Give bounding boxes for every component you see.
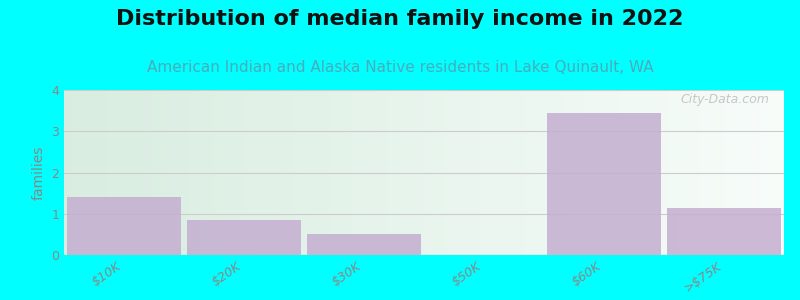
Bar [187, 220, 301, 255]
Y-axis label: families: families [31, 145, 46, 200]
Bar [307, 234, 421, 255]
Text: American Indian and Alaska Native residents in Lake Quinault, WA: American Indian and Alaska Native reside… [146, 60, 654, 75]
Text: Distribution of median family income in 2022: Distribution of median family income in … [116, 9, 684, 29]
Text: City-Data.com: City-Data.com [681, 93, 770, 106]
Bar [67, 197, 181, 255]
Bar [547, 113, 661, 255]
Bar [667, 208, 781, 255]
